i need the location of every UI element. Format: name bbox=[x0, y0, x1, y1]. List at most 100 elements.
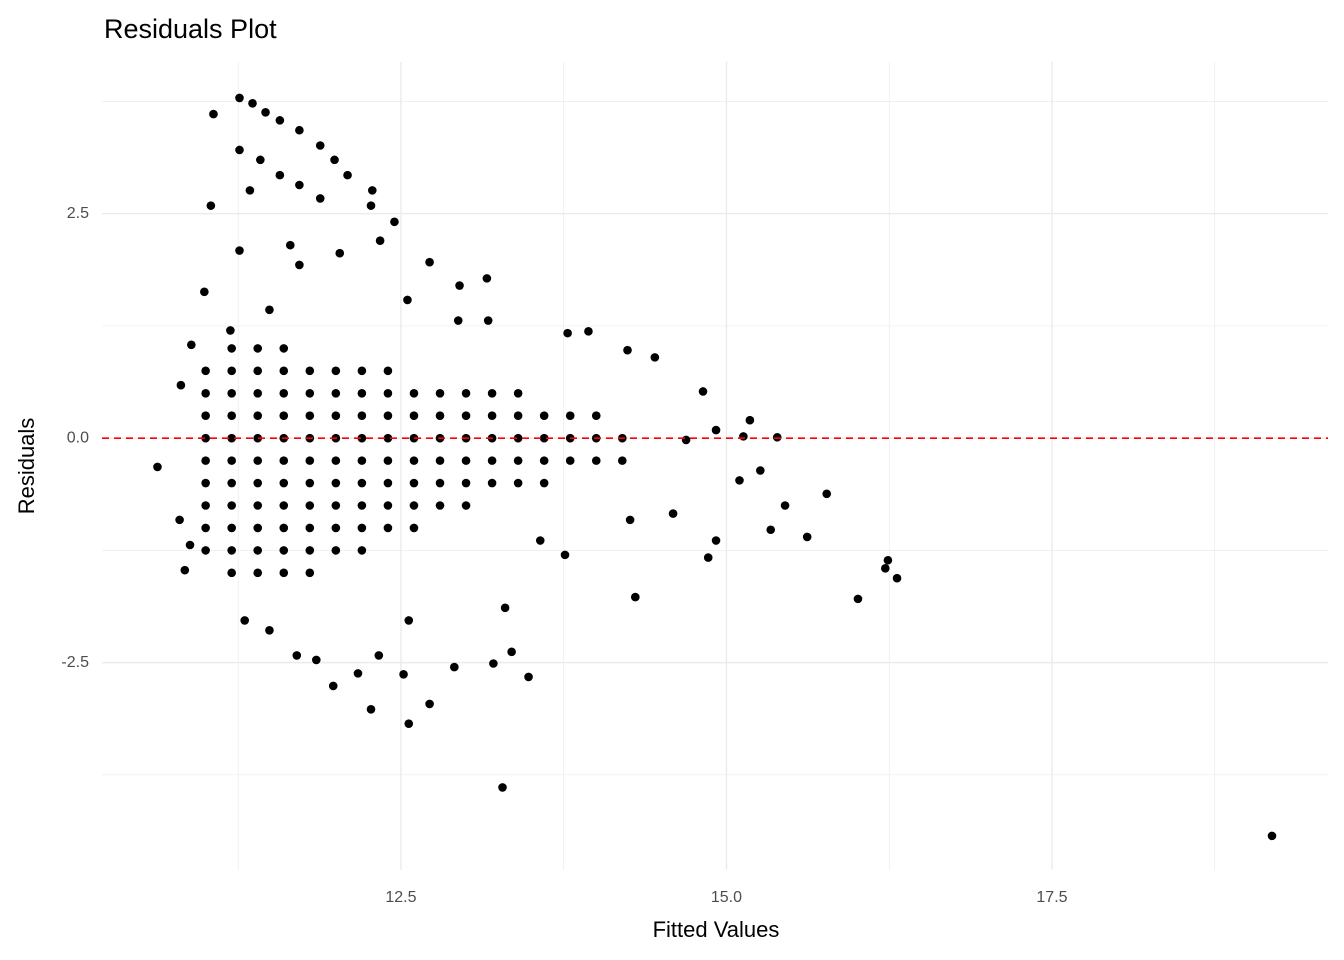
point bbox=[279, 568, 289, 578]
point bbox=[305, 523, 315, 533]
point bbox=[227, 568, 236, 578]
point bbox=[227, 344, 236, 353]
point bbox=[227, 433, 236, 443]
point bbox=[305, 388, 315, 398]
point bbox=[357, 523, 367, 533]
point bbox=[279, 456, 289, 465]
y-tick-label: 2.5 bbox=[67, 205, 89, 222]
point bbox=[253, 388, 263, 398]
point bbox=[368, 186, 377, 195]
point bbox=[248, 98, 257, 108]
point bbox=[253, 501, 263, 510]
point bbox=[409, 501, 419, 510]
point bbox=[409, 478, 419, 488]
point bbox=[892, 573, 902, 583]
point bbox=[631, 592, 640, 602]
point bbox=[201, 366, 210, 376]
point bbox=[681, 435, 691, 445]
point bbox=[450, 662, 459, 672]
point bbox=[285, 240, 295, 250]
point bbox=[539, 478, 549, 488]
point bbox=[201, 411, 210, 421]
point bbox=[235, 246, 244, 255]
point bbox=[383, 501, 393, 510]
point bbox=[409, 523, 419, 533]
point bbox=[623, 345, 632, 355]
point bbox=[383, 456, 393, 465]
point bbox=[245, 186, 255, 195]
point bbox=[507, 647, 516, 657]
point bbox=[253, 433, 263, 443]
point bbox=[275, 116, 285, 125]
y-tick-label: 0.0 bbox=[67, 429, 89, 446]
point bbox=[305, 478, 315, 488]
point bbox=[489, 659, 498, 668]
point bbox=[366, 704, 376, 714]
point bbox=[409, 388, 419, 398]
point bbox=[383, 523, 393, 533]
point bbox=[253, 366, 263, 376]
point bbox=[482, 274, 492, 283]
point bbox=[253, 344, 263, 353]
point bbox=[1267, 831, 1277, 841]
point bbox=[563, 328, 572, 338]
point bbox=[330, 155, 339, 165]
point bbox=[201, 433, 210, 443]
point bbox=[227, 456, 236, 465]
point bbox=[617, 456, 627, 465]
point bbox=[335, 248, 345, 258]
point bbox=[292, 651, 302, 660]
point bbox=[409, 411, 419, 421]
point bbox=[524, 672, 533, 682]
point bbox=[883, 555, 893, 565]
point bbox=[295, 125, 304, 135]
point bbox=[390, 217, 399, 227]
point bbox=[201, 388, 210, 398]
point bbox=[383, 411, 393, 421]
point bbox=[275, 170, 285, 180]
point bbox=[535, 536, 545, 545]
point bbox=[227, 501, 236, 510]
x-tick-label: 15.0 bbox=[711, 889, 742, 906]
point bbox=[305, 501, 315, 510]
point bbox=[253, 568, 263, 578]
point bbox=[565, 456, 575, 465]
point bbox=[357, 478, 367, 488]
point bbox=[513, 411, 523, 421]
point bbox=[539, 456, 549, 465]
point bbox=[331, 501, 341, 510]
point bbox=[409, 456, 419, 465]
point bbox=[703, 553, 713, 562]
point bbox=[404, 616, 414, 625]
point bbox=[539, 433, 549, 443]
point bbox=[201, 456, 210, 465]
point bbox=[295, 260, 304, 270]
point bbox=[226, 326, 235, 335]
point bbox=[153, 462, 162, 472]
point bbox=[253, 546, 263, 555]
point bbox=[357, 433, 367, 443]
point bbox=[498, 783, 507, 792]
point bbox=[500, 603, 510, 613]
point bbox=[404, 719, 414, 728]
point bbox=[187, 340, 196, 350]
point bbox=[383, 478, 393, 488]
point bbox=[461, 411, 471, 421]
point bbox=[201, 523, 210, 533]
point bbox=[343, 170, 352, 180]
point bbox=[513, 456, 523, 465]
point bbox=[881, 564, 890, 573]
point bbox=[331, 366, 341, 376]
point bbox=[766, 525, 776, 535]
point bbox=[209, 109, 218, 119]
point bbox=[227, 411, 236, 421]
point bbox=[461, 501, 471, 510]
point bbox=[383, 366, 393, 376]
point bbox=[409, 433, 419, 443]
point bbox=[353, 669, 363, 678]
point bbox=[279, 366, 289, 376]
point bbox=[487, 478, 497, 488]
x-tick-label: 12.5 bbox=[385, 889, 416, 906]
